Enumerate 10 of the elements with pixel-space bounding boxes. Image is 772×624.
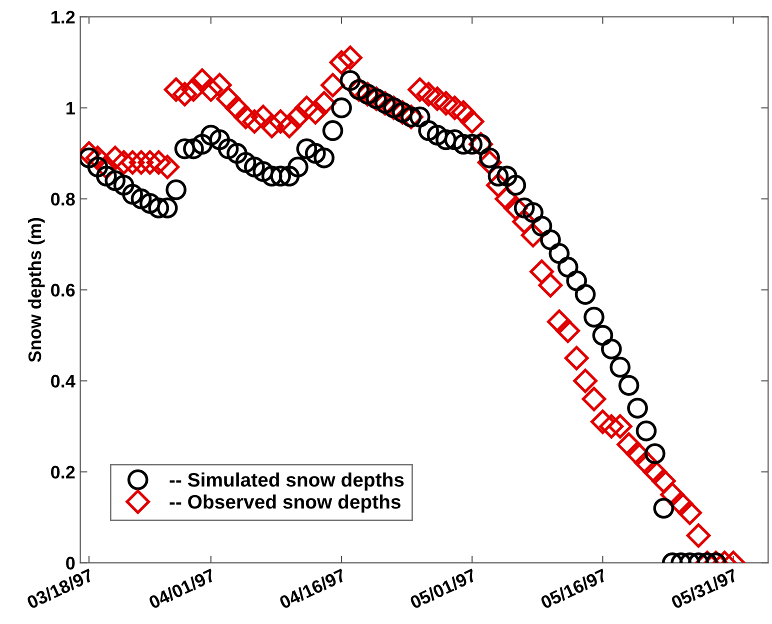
legend-label: -- Observed snow depths — [170, 494, 400, 513]
y-tick-label: 0.2 — [51, 466, 75, 479]
y-axis-title: Snow depths (m) — [28, 218, 45, 362]
y-tick-label: 0 — [66, 556, 75, 570]
y-tick-label: 0.8 — [51, 192, 75, 206]
legend-label: -- Simulated snow depths — [170, 472, 404, 491]
y-tick-label: 0.4 — [51, 374, 76, 388]
y-tick-label: 1.2 — [51, 10, 75, 24]
y-tick-label: 1 — [66, 102, 75, 114]
y-tick-label: 0.6 — [51, 284, 75, 297]
